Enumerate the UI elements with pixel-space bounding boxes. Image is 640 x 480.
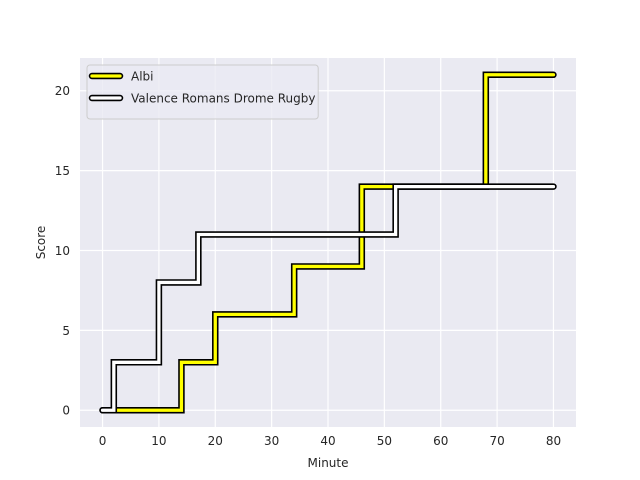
x-tick-label: 80 [546,434,561,448]
series-layer [99,71,557,414]
x-tick-label: 60 [433,434,448,448]
x-axis-ticks: 0 10 20 30 40 50 60 70 80 [99,434,561,448]
x-axis-label: Minute [308,456,349,470]
legend-box [86,64,319,120]
series-line-albi [100,73,556,412]
x-tick-label: 10 [151,434,166,448]
y-tick-label: 0 [62,404,70,418]
y-tick-label: 20 [55,84,70,98]
y-tick-label: 5 [62,324,70,338]
x-tick-label: 30 [264,434,279,448]
y-tick-label: 10 [55,244,70,258]
legend: Albi Valence Romans Drome Rugby [86,64,319,120]
y-axis-label: Score [34,226,48,260]
x-tick-label: 50 [377,434,392,448]
x-tick-label: 0 [99,434,107,448]
legend-label-albi: Albi [131,70,154,84]
y-tick-label: 15 [55,164,70,178]
x-tick-label: 20 [208,434,223,448]
x-tick-label: 40 [320,434,335,448]
series-line-valence-romans-drome-rugby [100,184,556,412]
y-axis-ticks: 0 5 10 15 20 [55,84,70,417]
legend-label-valence-romans-drome-rugby: Valence Romans Drome Rugby [131,92,315,106]
x-tick-label: 70 [489,434,504,448]
